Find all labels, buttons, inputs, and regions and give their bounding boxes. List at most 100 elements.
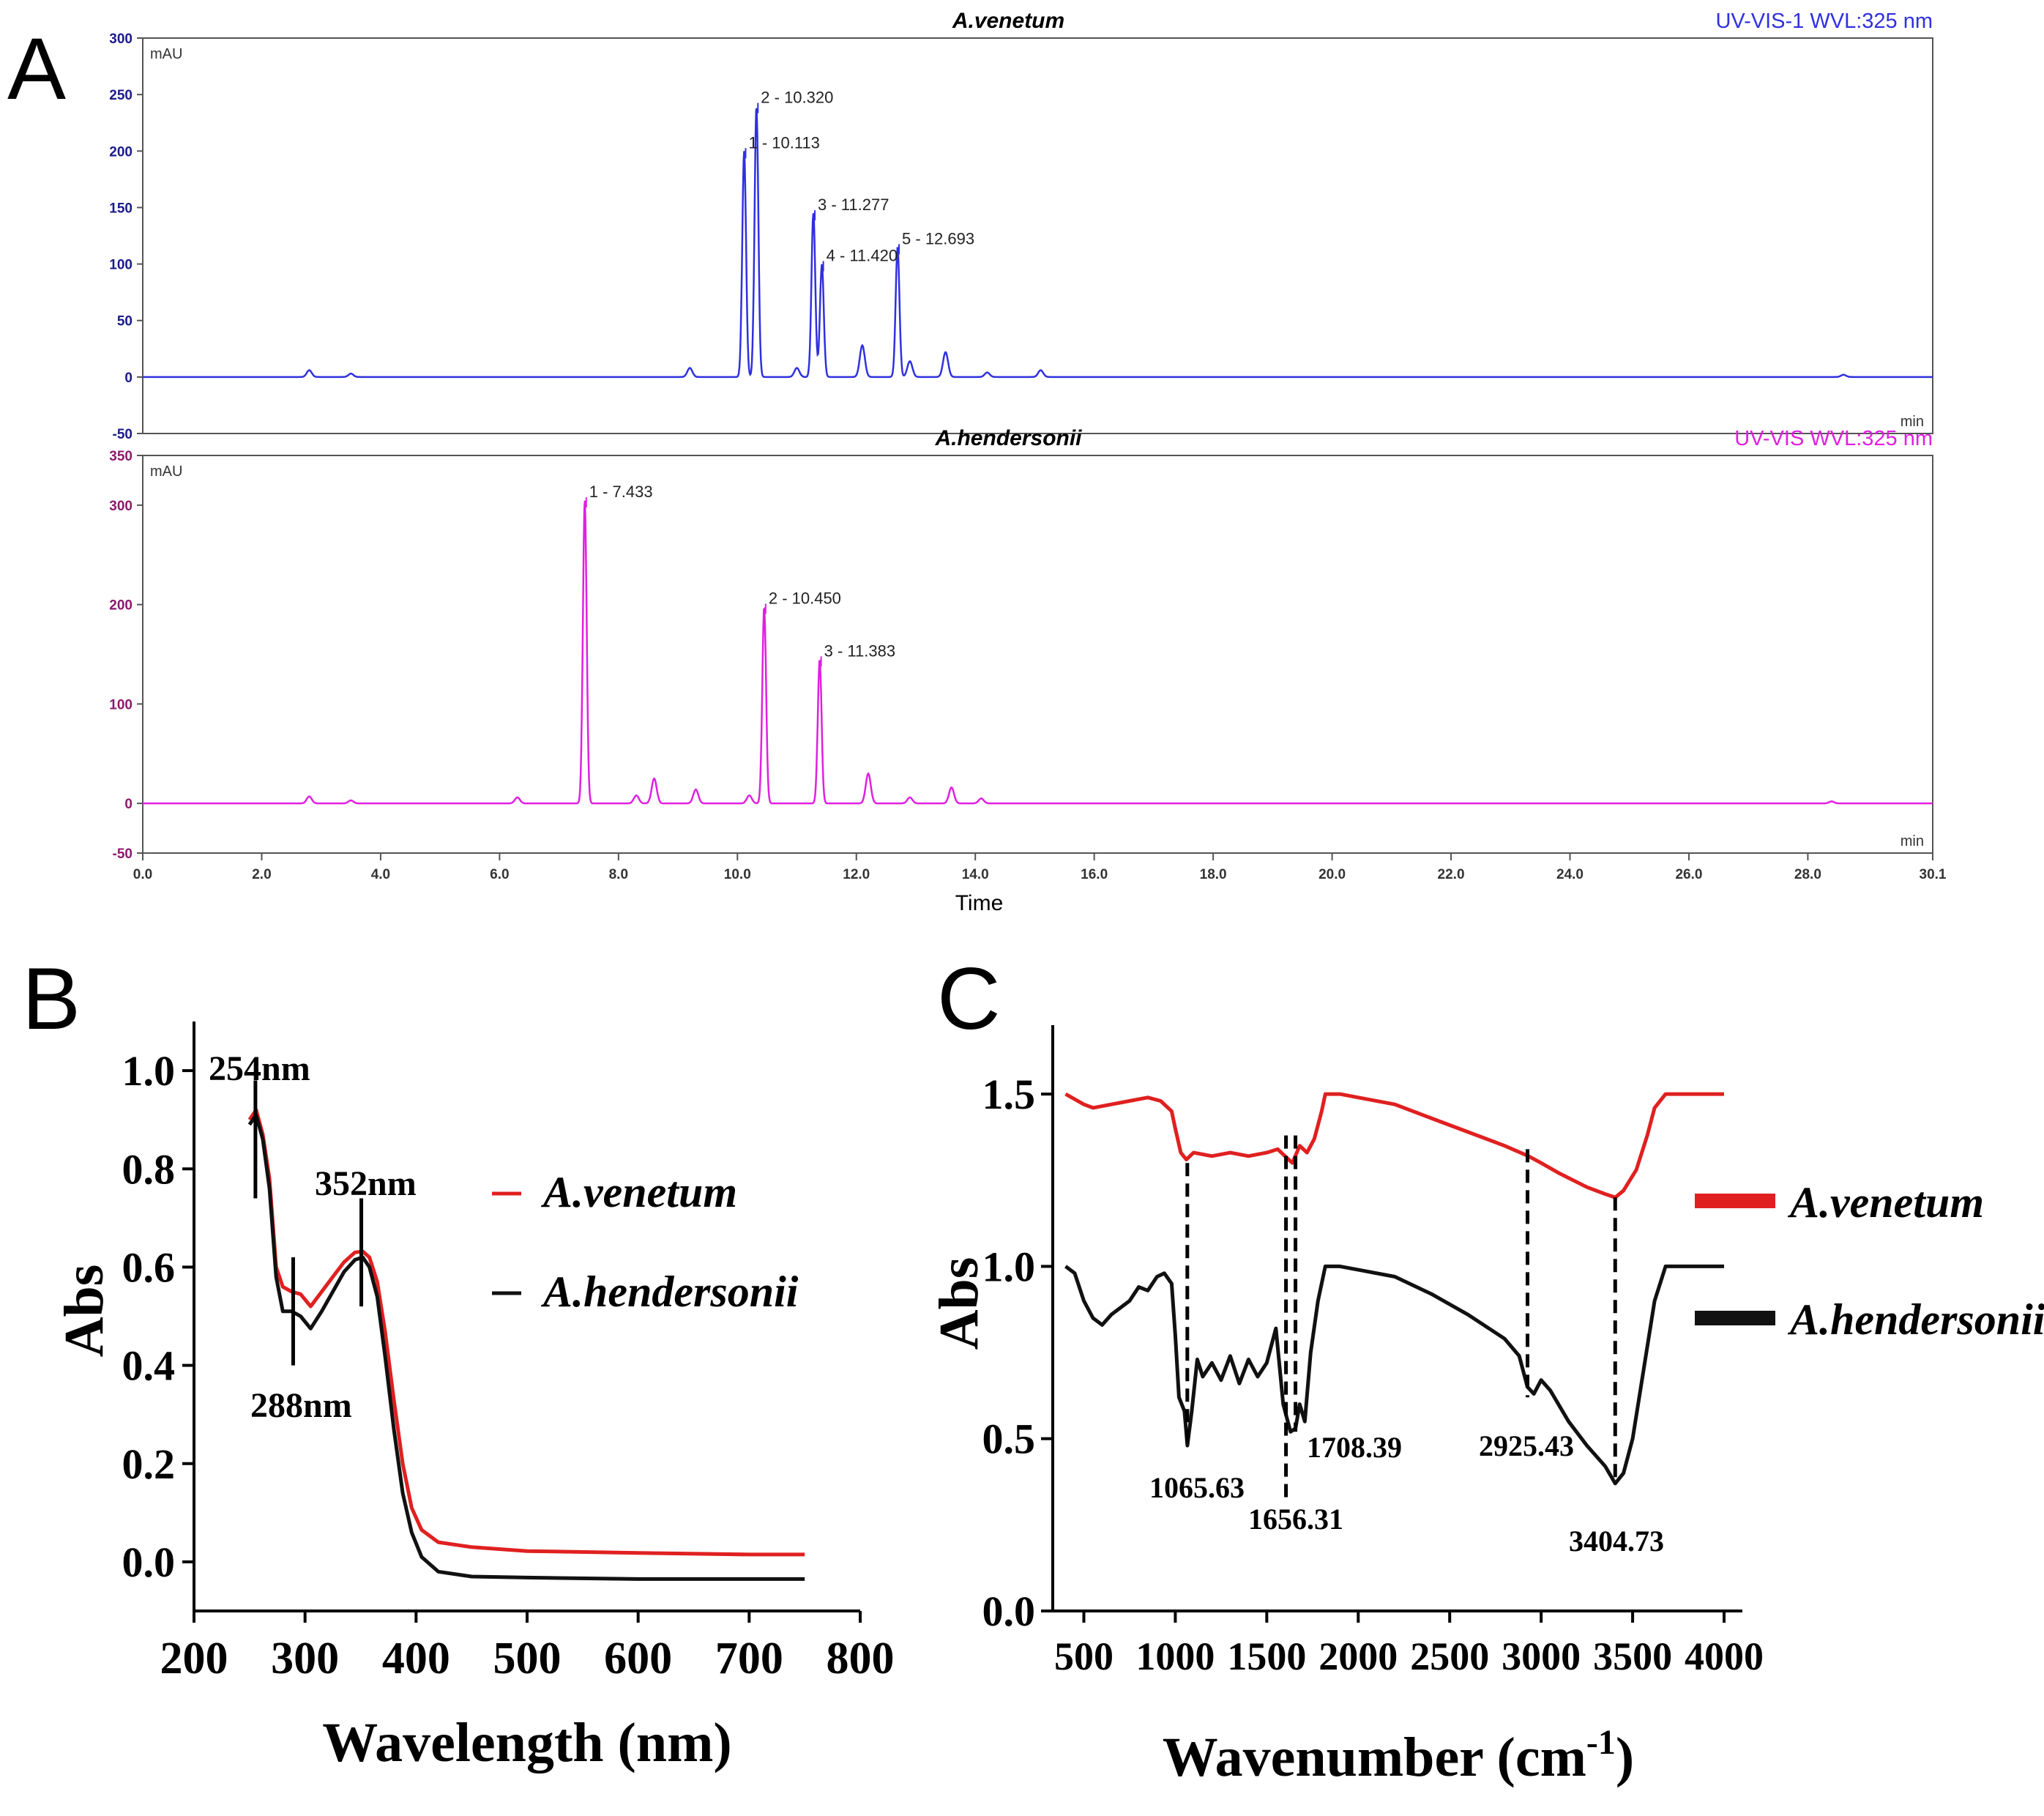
panel-b-uv-spectra: 200 300 400 500 600 700 800 0.0 0.2 0.4 0.6 0.8 1.0 W… (53, 1022, 895, 1774)
panel-c-ftir-spectra: 500 1000 1500 2000 2500 3000 3500 4000 0.0 0.5 1.0… (928, 1025, 2044, 1788)
x-tick-label: 600 (604, 1634, 672, 1683)
panel-a-chromatograms: A.venetum UV-VIS-1 WVL:325 nm mAU min 300 250… (109, 9, 1947, 915)
x-axis-title: Wavelength (nm) (322, 1712, 731, 1774)
plot-title: A.hendersonii (934, 426, 1082, 450)
x-tick-label: 20.0 (1318, 867, 1346, 882)
x-axis-title: Time (955, 891, 1004, 915)
y-tick-label: 200 (109, 598, 133, 614)
legend-label: A.venetum (540, 1168, 737, 1216)
x-tick-label: 2.0 (252, 867, 271, 882)
annotation-wavenumber: 1065.63 (1149, 1471, 1245, 1504)
x-tick-label: 4.0 (371, 867, 390, 882)
annotation-wavenumber: 1708.39 (1307, 1431, 1402, 1464)
x-tick-label: 26.0 (1675, 867, 1702, 882)
legend-label: A.hendersonii (540, 1268, 799, 1316)
x-tick-label: 10.0 (724, 867, 751, 882)
y-tick-label: 0 (124, 371, 133, 386)
y-tick-label: 0.6 (122, 1243, 176, 1291)
chromatogram-trace (143, 108, 1933, 379)
peak-label: 1 - 7.433 (589, 483, 653, 501)
annotation-wavenumber: 3404.73 (1569, 1525, 1664, 1558)
x-tick-label: 3000 (1502, 1634, 1581, 1678)
x-tick-label: 500 (493, 1634, 562, 1683)
x-tick-label: 2500 (1410, 1634, 1489, 1678)
detector-label: UV-VIS WVL:325 nm (1734, 427, 1933, 450)
spectrum-line-a-hendersonii (1064, 1264, 1724, 1486)
x-tick-label: 400 (382, 1634, 450, 1683)
y-tick-label: 0.5 (982, 1415, 1036, 1463)
detector-label: UV-VIS-1 WVL:325 nm (1715, 10, 1933, 33)
peak-label: 1 - 10.113 (748, 133, 819, 152)
y-tick-label: 0.4 (122, 1342, 176, 1390)
y-tick-label: 100 (109, 697, 133, 712)
legend-label: A.venetum (1787, 1178, 1984, 1227)
peak-label: 5 - 12.693 (902, 229, 974, 248)
y-tick-label: 0.0 (982, 1588, 1036, 1635)
y-tick-label: 1.5 (982, 1071, 1036, 1118)
x-tick-label: 500 (1054, 1634, 1114, 1678)
y-tick-label: 0 (124, 797, 133, 812)
y-tick-label: 150 (109, 201, 133, 216)
x-tick-label: 28.0 (1794, 867, 1821, 882)
spectrum-line-a-venetum (1064, 1092, 1724, 1199)
y-tick-label: 250 (109, 88, 133, 103)
x-tick-label: 1500 (1227, 1634, 1306, 1678)
y-unit-label: mAU (150, 464, 182, 480)
x-axis-title: Wavenumber (cm-1) (1163, 1723, 1634, 1788)
y-tick-label: 200 (109, 144, 133, 160)
x-tick-label: 200 (160, 1634, 228, 1683)
x-tick-label: 2000 (1318, 1634, 1398, 1678)
panel-label-c: C (937, 950, 1001, 1048)
peak-label: 4 - 11.420 (827, 247, 898, 265)
y-tick-label: 0.8 (122, 1145, 176, 1193)
x-tick-label: 22.0 (1438, 867, 1465, 882)
annotation-254nm: 254nm (209, 1049, 310, 1088)
x-tick-label: 3500 (1593, 1634, 1672, 1678)
y-axis-title: Abs (53, 1265, 115, 1358)
annotation-wavenumber: 1656.31 (1248, 1503, 1343, 1536)
x-unit-label: min (1901, 833, 1924, 849)
x-tick-label: 8.0 (609, 867, 628, 882)
y-tick-label: 100 (109, 258, 133, 273)
x-tick-label: 14.0 (962, 867, 989, 882)
x-unit-label: min (1901, 414, 1924, 430)
plot-frame (142, 37, 1933, 434)
y-tick-label: 0.0 (122, 1538, 176, 1586)
y-tick-label: 1.0 (122, 1047, 176, 1095)
x-tick-label: 30.1 (1920, 867, 1947, 882)
x-tick-label: 1000 (1135, 1634, 1215, 1678)
y-tick-label: -50 (113, 427, 133, 442)
peak-label: 2 - 10.320 (761, 89, 833, 107)
x-tick-label: 700 (715, 1634, 783, 1683)
peak-label: 3 - 11.383 (824, 641, 895, 660)
x-tick-label: 18.0 (1200, 867, 1227, 882)
y-tick-label: 350 (109, 449, 133, 464)
annotation-352nm: 352nm (315, 1164, 417, 1203)
y-tick-label: -50 (113, 846, 133, 862)
y-tick-label: 300 (109, 31, 133, 47)
peak-label: 2 - 10.450 (769, 589, 841, 607)
legend-label: A.hendersonii (1787, 1295, 2044, 1344)
chromatogram-trace (143, 500, 1933, 805)
panel-label-a: A (7, 20, 66, 118)
y-unit-label: mAU (150, 46, 182, 62)
y-tick-label: 300 (109, 499, 133, 514)
x-tick-label: 6.0 (490, 867, 509, 882)
x-tick-label: 12.0 (843, 867, 870, 882)
peak-label: 3 - 11.277 (818, 196, 889, 214)
x-tick-label: 24.0 (1556, 867, 1584, 882)
x-tick-label: 16.0 (1081, 867, 1108, 882)
y-tick-label: 50 (117, 314, 133, 330)
x-tick-label: 300 (271, 1634, 339, 1683)
annotation-288nm: 288nm (250, 1386, 352, 1425)
y-tick-label: 1.0 (982, 1243, 1036, 1290)
y-tick-label: 0.2 (122, 1440, 176, 1488)
x-tick-label: 4000 (1685, 1634, 1764, 1678)
annotation-wavenumber: 2925.43 (1479, 1429, 1574, 1462)
y-axis-title: Abs (928, 1257, 990, 1350)
plot-frame (142, 455, 1933, 854)
x-tick-label: 0.0 (133, 867, 152, 882)
x-tick-label: 800 (827, 1634, 895, 1683)
panel-label-b: B (22, 950, 81, 1048)
